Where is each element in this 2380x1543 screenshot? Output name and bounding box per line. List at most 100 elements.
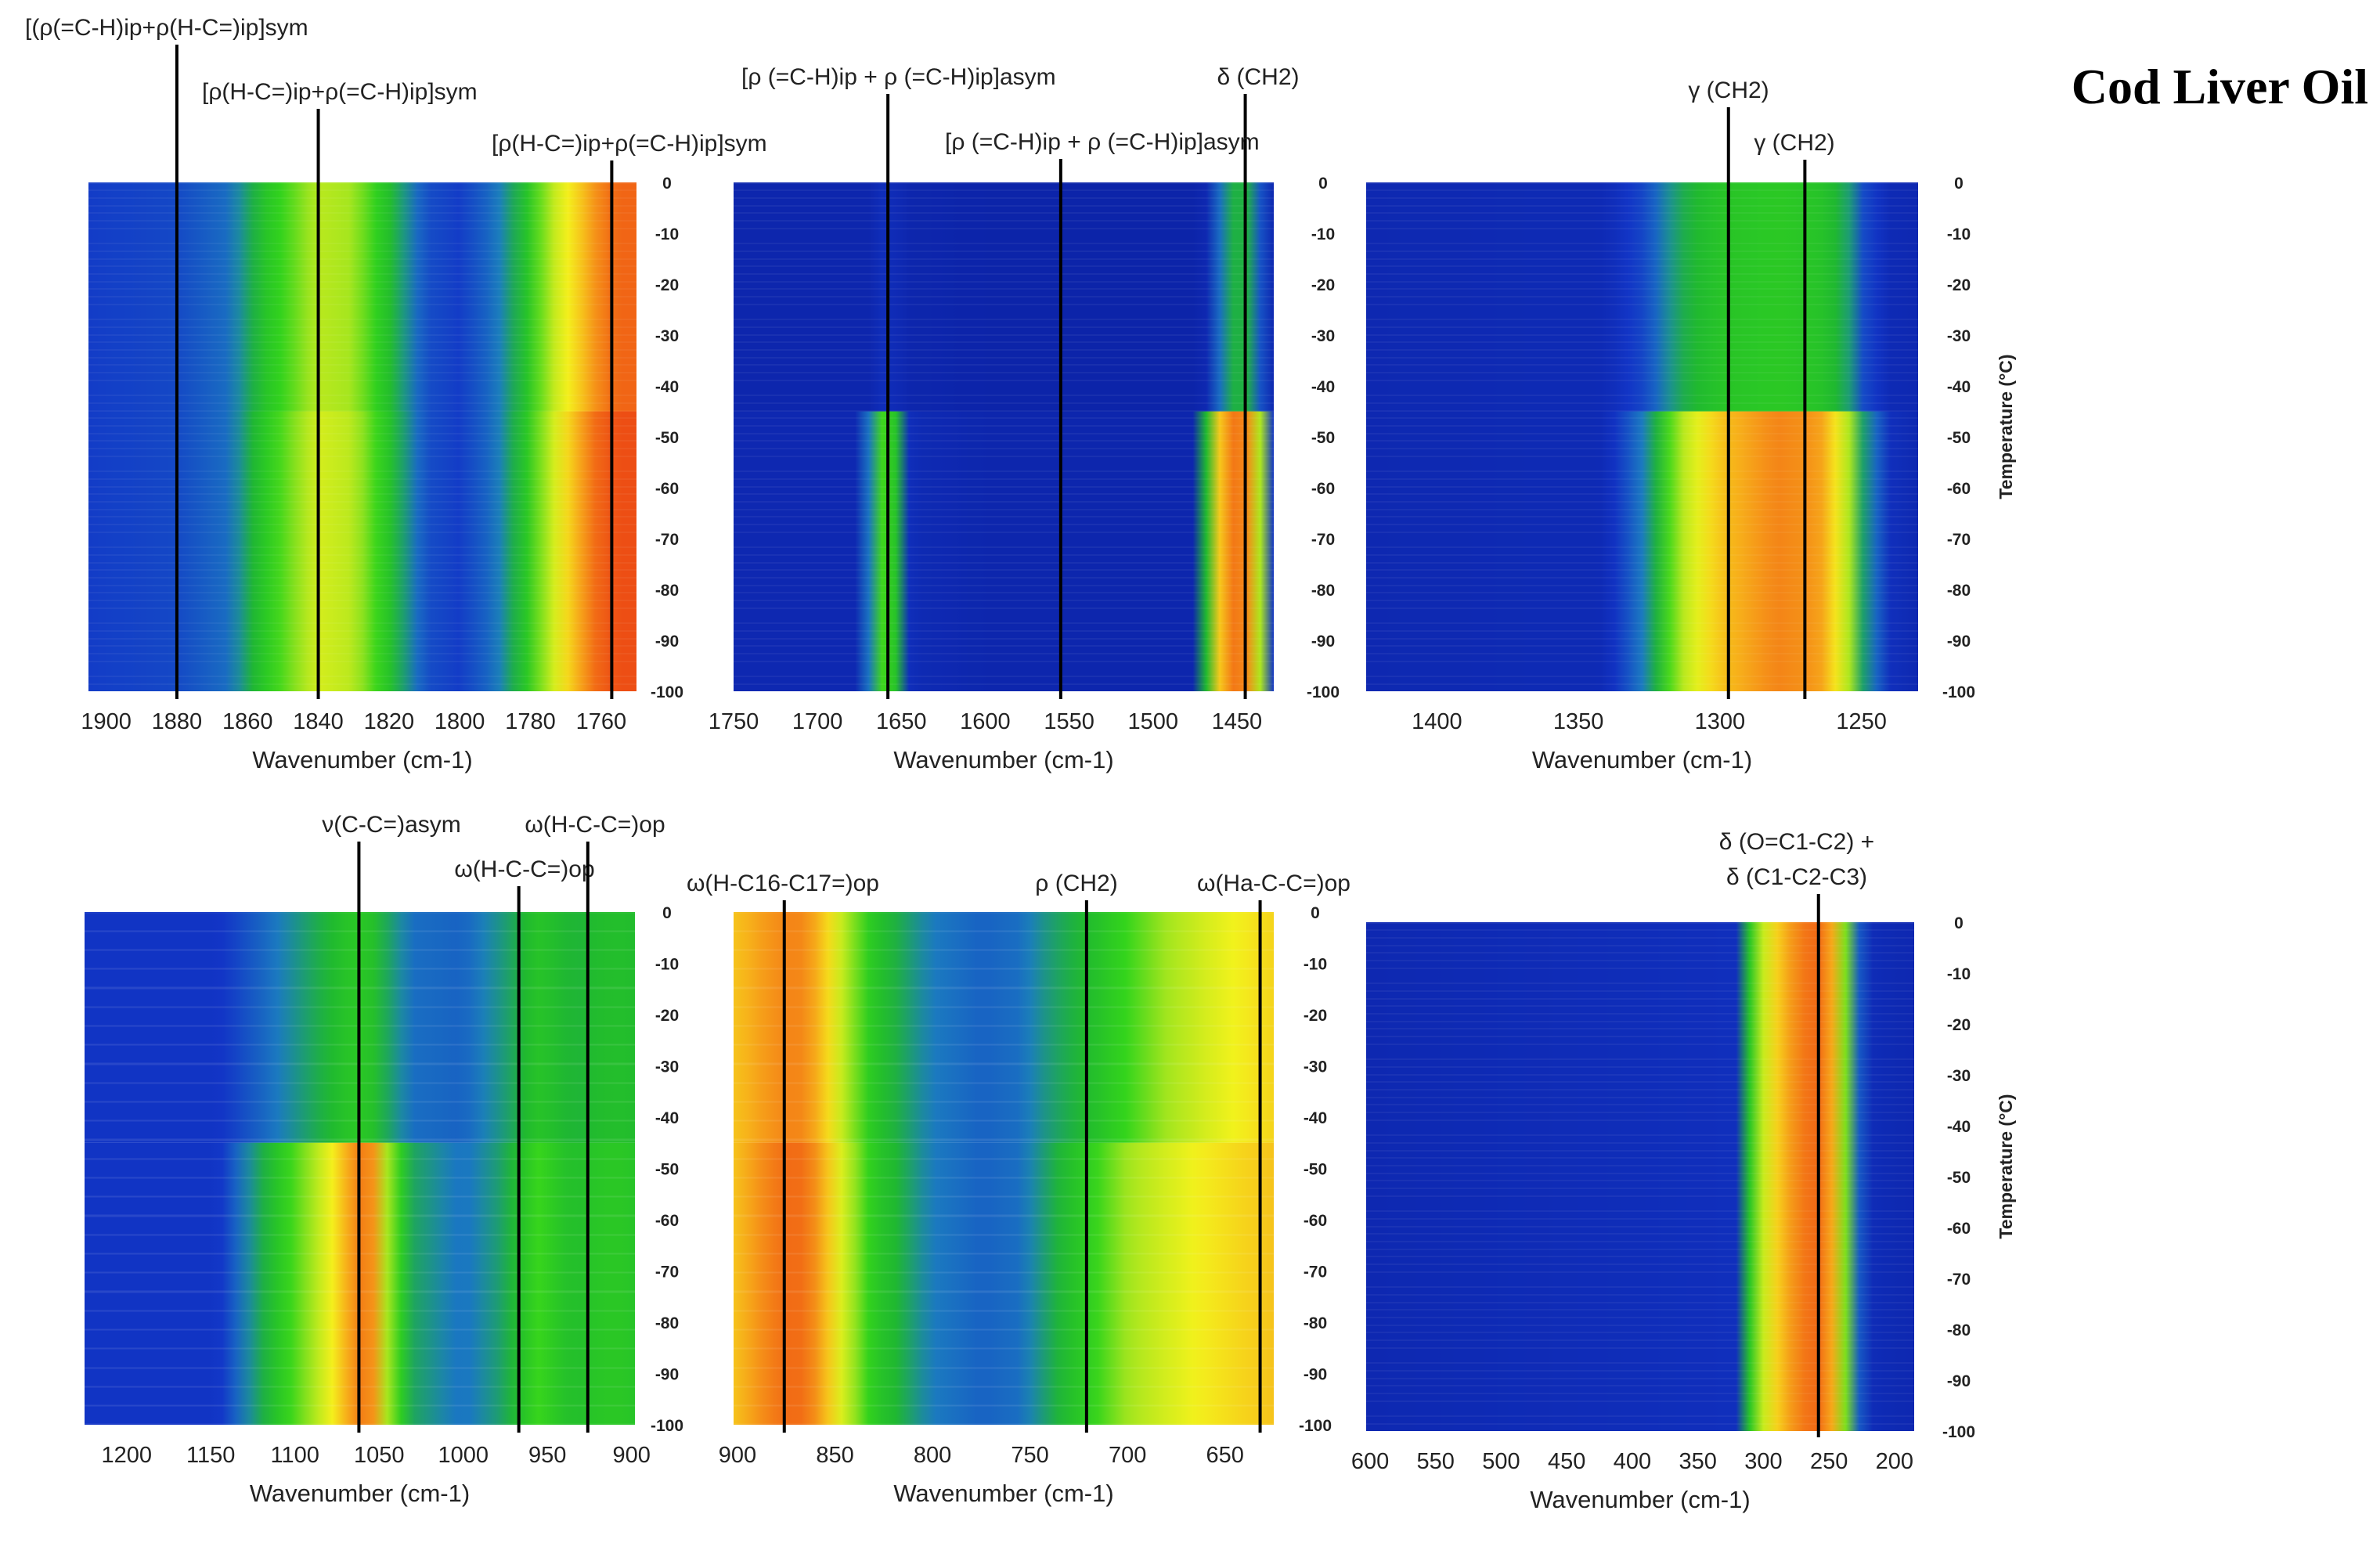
heatmap-texture-line: [1366, 372, 1918, 373]
heatmap-texture-line: [1366, 243, 1918, 244]
heatmap-texture-line: [734, 592, 1274, 593]
x-tick-label: 800: [914, 1443, 951, 1468]
heatmap-texture-line: [88, 402, 636, 404]
heatmap-texture-line: [734, 1215, 1274, 1217]
heatmap-texture-line: [1366, 585, 1918, 586]
x-axis-label: Wavenumber (cm-1): [1530, 1486, 1750, 1513]
peak-annotation: γ (CH2): [1688, 78, 1769, 103]
heatmap-texture-line: [1366, 1423, 1914, 1425]
heatmap-texture-line: [1366, 470, 1918, 472]
heatmap-texture-line: [1366, 334, 1918, 336]
heatmap-texture-line: [1366, 630, 1918, 632]
heatmap-texture-line: [88, 182, 636, 184]
panel-p4: 1200 1150 1100 1050 1000 950 900 Wavenumber (cm…: [85, 812, 683, 1507]
heatmap-texture-line: [88, 417, 636, 419]
heatmap-texture-line: [1366, 425, 1918, 427]
heatmap-texture-line: [734, 630, 1274, 632]
heatmap-texture-line: [1366, 258, 1918, 260]
heatmap-texture-line: [734, 1405, 1274, 1407]
heatmap-texture-line: [88, 440, 636, 442]
panel-p2: 1750 1700 1650 1600 1550 1500 1450 Wavenumber (…: [709, 64, 1340, 773]
heatmap-texture-line: [1366, 1081, 1914, 1083]
heatmap-texture-line: [734, 220, 1274, 222]
x-tick-label: 1550: [1044, 709, 1094, 734]
heatmap-texture-line: [1366, 440, 1918, 442]
heatmap-texture-line: [1366, 1210, 1914, 1212]
y-tick-label: -10: [1311, 225, 1335, 243]
heatmap-texture-line: [1366, 501, 1918, 503]
heatmap-texture-line: [88, 532, 636, 533]
heatmap-texture-line: [88, 592, 636, 593]
y-tick-label: 0: [1954, 175, 1964, 193]
heatmap-texture-line: [1366, 1339, 1914, 1341]
heatmap-texture-line: [734, 486, 1274, 488]
heatmap-texture-line: [734, 1291, 1274, 1292]
heatmap-texture-line: [1366, 1074, 1914, 1076]
heatmap-texture-line: [734, 1120, 1274, 1122]
heatmap-texture-line: [1366, 349, 1918, 351]
peak-annotation: ν(C-C=)asym: [322, 812, 461, 838]
heatmap-texture-line: [1366, 1347, 1914, 1349]
y-tick-label: -20: [655, 1007, 679, 1025]
heatmap-texture-line: [734, 607, 1274, 609]
heatmap-region-high-temp: [734, 182, 1274, 412]
heatmap-texture-line: [734, 1195, 1274, 1197]
heatmap-texture-line: [734, 1119, 1274, 1121]
heatmap-texture-line: [734, 600, 1274, 601]
heatmap-texture-line: [734, 228, 1274, 229]
heatmap-texture-line: [734, 1347, 1274, 1349]
heatmap-texture-line: [734, 1140, 1274, 1141]
heatmap-texture-line: [734, 1290, 1274, 1292]
x-tick-label: 1000: [438, 1443, 489, 1468]
panel-p5: 900 850 800 750 700 650 Wavenumber (cm-1) 0 -10 -…: [687, 871, 1350, 1507]
heatmap-texture-line: [88, 683, 636, 685]
heatmap-texture-line: [734, 577, 1274, 579]
heatmap-texture-line: [734, 1082, 1274, 1083]
heatmap-texture-line: [1366, 577, 1918, 579]
heatmap-texture-line: [734, 1158, 1274, 1159]
heatmap-texture-line: [88, 189, 636, 191]
heatmap-texture-line: [734, 645, 1274, 647]
heatmap-texture-line: [1366, 433, 1918, 434]
heatmap-texture-line: [88, 349, 636, 351]
heatmap-texture-line: [734, 1329, 1274, 1331]
y-tick-label: -80: [655, 582, 679, 600]
y-tick-label: -80: [655, 1314, 679, 1332]
heatmap-texture-line: [734, 1328, 1274, 1330]
peak-annotation: ρ (CH2): [1035, 871, 1117, 896]
heatmap-texture-line: [1366, 1195, 1914, 1197]
peak-annotation: [ρ (=C-H)ip + ρ (=C-H)ip]asym: [741, 64, 1056, 90]
y-tick-label: -60: [1311, 480, 1335, 498]
y-tick-label: 0: [662, 175, 672, 193]
x-axis-label: Wavenumber (cm-1): [1532, 746, 1752, 773]
heatmap-texture-line: [88, 197, 636, 199]
heatmap-texture-line: [1366, 1134, 1914, 1136]
heatmap-texture-line: [734, 501, 1274, 503]
y-tick-label: -50: [655, 1161, 679, 1179]
heatmap-texture-line: [734, 546, 1274, 548]
x-tick-label: 1150: [186, 1443, 235, 1468]
heatmap-texture-line: [88, 478, 636, 480]
heatmap-texture-line: [1366, 922, 1914, 924]
heatmap-texture-line: [734, 1423, 1274, 1425]
y-tick-label: -70: [655, 531, 679, 549]
y-tick-label: -90: [1947, 1372, 1971, 1390]
heatmap-texture-line: [734, 182, 1274, 184]
heatmap-texture-line: [1366, 1393, 1914, 1394]
heatmap-region-high-temp: [1366, 182, 1918, 412]
heatmap-texture-line: [734, 1310, 1274, 1312]
heatmap-texture-line: [734, 554, 1274, 556]
y-tick-label: -70: [655, 1264, 679, 1282]
heatmap-texture-line: [88, 607, 636, 609]
heatmap-texture-line: [88, 341, 636, 343]
heatmap-texture-line: [1366, 380, 1918, 381]
heatmap-texture-line: [1366, 251, 1918, 252]
heatmap-texture-line: [1366, 493, 1918, 495]
heatmap-texture-line: [1366, 1401, 1914, 1402]
heatmap-texture-line: [1366, 288, 1918, 290]
heatmap-texture-line: [1366, 1089, 1914, 1091]
heatmap-texture-line: [734, 1367, 1274, 1368]
heatmap-texture-line: [734, 931, 1274, 932]
y-tick-label: -90: [1947, 633, 1971, 651]
heatmap-texture-line: [88, 516, 636, 517]
